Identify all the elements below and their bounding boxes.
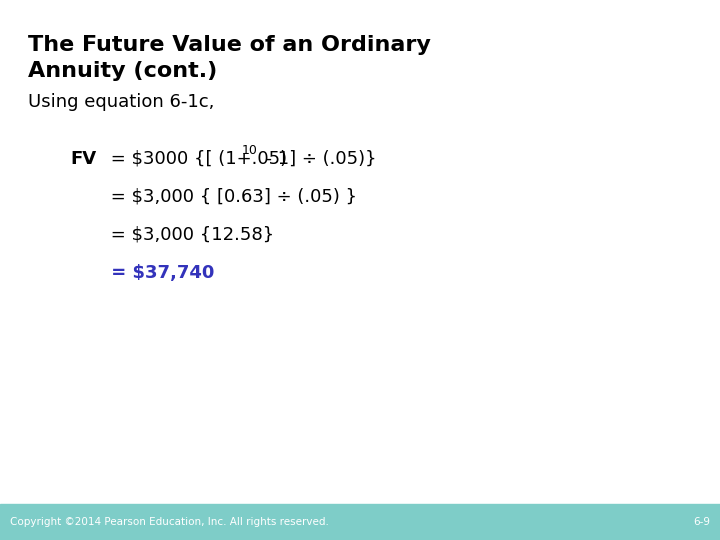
Text: The Future Value of an Ordinary: The Future Value of an Ordinary	[28, 35, 431, 55]
Text: = $37,740: = $37,740	[105, 264, 215, 282]
Text: - 1] ÷ (.05)}: - 1] ÷ (.05)}	[254, 150, 377, 168]
Text: = $3000 {[ (1+.05): = $3000 {[ (1+.05)	[105, 150, 287, 168]
Text: Using equation 6-1c,: Using equation 6-1c,	[28, 93, 215, 111]
Text: 6-9: 6-9	[693, 517, 710, 527]
Text: = $3,000 {12.58}: = $3,000 {12.58}	[105, 226, 274, 244]
Text: = $3,000 { [0.63] ÷ (.05) }: = $3,000 { [0.63] ÷ (.05) }	[105, 188, 357, 206]
Text: Annuity (cont.): Annuity (cont.)	[28, 61, 217, 81]
Text: Copyright ©2014 Pearson Education, Inc. All rights reserved.: Copyright ©2014 Pearson Education, Inc. …	[10, 517, 329, 527]
Bar	[0, 504, 720, 540]
Text: 10: 10	[242, 144, 258, 157]
Text: FV: FV	[70, 150, 96, 168]
